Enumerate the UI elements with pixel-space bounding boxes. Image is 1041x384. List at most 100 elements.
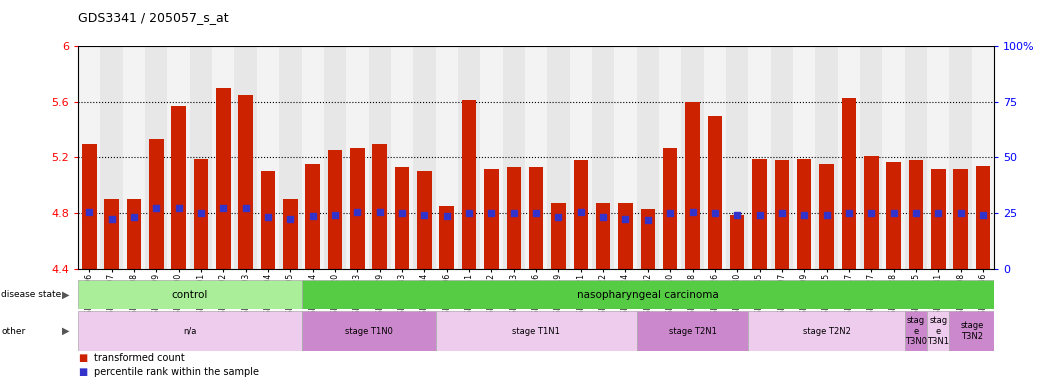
Bar	[905, 311, 928, 351]
Bar	[78, 311, 302, 351]
Bar	[395, 167, 409, 269]
Text: transformed count: transformed count	[94, 353, 184, 363]
Bar	[548, 46, 569, 269]
Bar	[928, 46, 949, 269]
Bar	[168, 46, 189, 269]
Text: stage T2N1: stage T2N1	[668, 327, 716, 336]
Bar	[883, 46, 905, 269]
Bar	[909, 160, 923, 269]
Bar	[234, 46, 257, 269]
Text: disease state: disease state	[1, 290, 61, 299]
Bar	[842, 98, 856, 269]
Bar	[770, 46, 793, 269]
Bar	[217, 88, 230, 269]
Bar	[954, 169, 968, 269]
Text: ■: ■	[78, 353, 87, 363]
Bar	[279, 46, 302, 269]
Bar	[569, 46, 592, 269]
Bar	[104, 199, 119, 269]
Bar	[127, 199, 142, 269]
Bar	[458, 46, 480, 269]
Bar	[149, 139, 163, 269]
Bar	[753, 159, 767, 269]
Bar	[574, 160, 588, 269]
Bar	[260, 171, 275, 269]
Bar	[682, 46, 704, 269]
Bar	[328, 151, 342, 269]
Bar	[525, 46, 548, 269]
Bar	[659, 46, 682, 269]
Bar	[637, 311, 748, 351]
Bar	[347, 46, 369, 269]
Bar	[640, 209, 655, 269]
Text: percentile rank within the sample: percentile rank within the sample	[94, 367, 259, 377]
Bar	[78, 46, 100, 269]
Bar	[507, 167, 522, 269]
Bar	[413, 46, 435, 269]
Text: GDS3341 / 205057_s_at: GDS3341 / 205057_s_at	[78, 12, 229, 25]
Bar	[484, 169, 499, 269]
Bar	[369, 46, 390, 269]
Bar	[82, 144, 97, 269]
Text: ■: ■	[78, 367, 87, 377]
Bar	[748, 311, 905, 351]
Bar	[529, 167, 543, 269]
Bar	[145, 46, 168, 269]
Bar	[172, 106, 186, 269]
Bar	[194, 159, 208, 269]
Bar	[78, 280, 302, 309]
Bar	[618, 204, 633, 269]
Bar	[775, 160, 789, 269]
Bar	[302, 311, 435, 351]
Text: stage T1N0: stage T1N0	[345, 327, 392, 336]
Text: control: control	[172, 290, 208, 300]
Text: stag
e
T3N1: stag e T3N1	[928, 316, 949, 346]
Bar	[257, 46, 279, 269]
Bar	[860, 46, 883, 269]
Bar	[838, 46, 860, 269]
Text: ▶: ▶	[62, 326, 70, 336]
Bar	[797, 159, 812, 269]
Bar	[730, 215, 744, 269]
Text: other: other	[1, 327, 25, 336]
Bar	[305, 164, 320, 269]
Bar	[350, 148, 364, 269]
Bar	[238, 95, 253, 269]
Bar	[614, 46, 637, 269]
Bar	[390, 46, 413, 269]
Bar	[815, 46, 838, 269]
Bar	[462, 100, 477, 269]
Text: stage T1N1: stage T1N1	[512, 327, 560, 336]
Bar	[592, 46, 614, 269]
Bar	[302, 280, 994, 309]
Bar	[949, 46, 972, 269]
Bar	[373, 144, 387, 269]
Bar	[189, 46, 212, 269]
Bar	[435, 311, 637, 351]
Text: ▶: ▶	[62, 290, 70, 300]
Bar	[480, 46, 503, 269]
Bar	[975, 166, 990, 269]
Bar	[931, 169, 945, 269]
Bar	[928, 311, 949, 351]
Text: stage T2N2: stage T2N2	[803, 327, 850, 336]
Bar	[595, 204, 610, 269]
Bar	[417, 171, 432, 269]
Bar	[793, 46, 815, 269]
Bar	[100, 46, 123, 269]
Bar	[283, 199, 298, 269]
Bar	[949, 311, 994, 351]
Bar	[726, 46, 748, 269]
Bar	[905, 46, 928, 269]
Bar	[972, 46, 994, 269]
Bar	[503, 46, 525, 269]
Bar	[439, 206, 454, 269]
Bar	[123, 46, 145, 269]
Bar	[302, 46, 324, 269]
Bar	[748, 46, 770, 269]
Bar	[551, 204, 565, 269]
Bar	[435, 46, 458, 269]
Bar	[864, 156, 879, 269]
Bar	[685, 102, 700, 269]
Bar	[663, 148, 678, 269]
